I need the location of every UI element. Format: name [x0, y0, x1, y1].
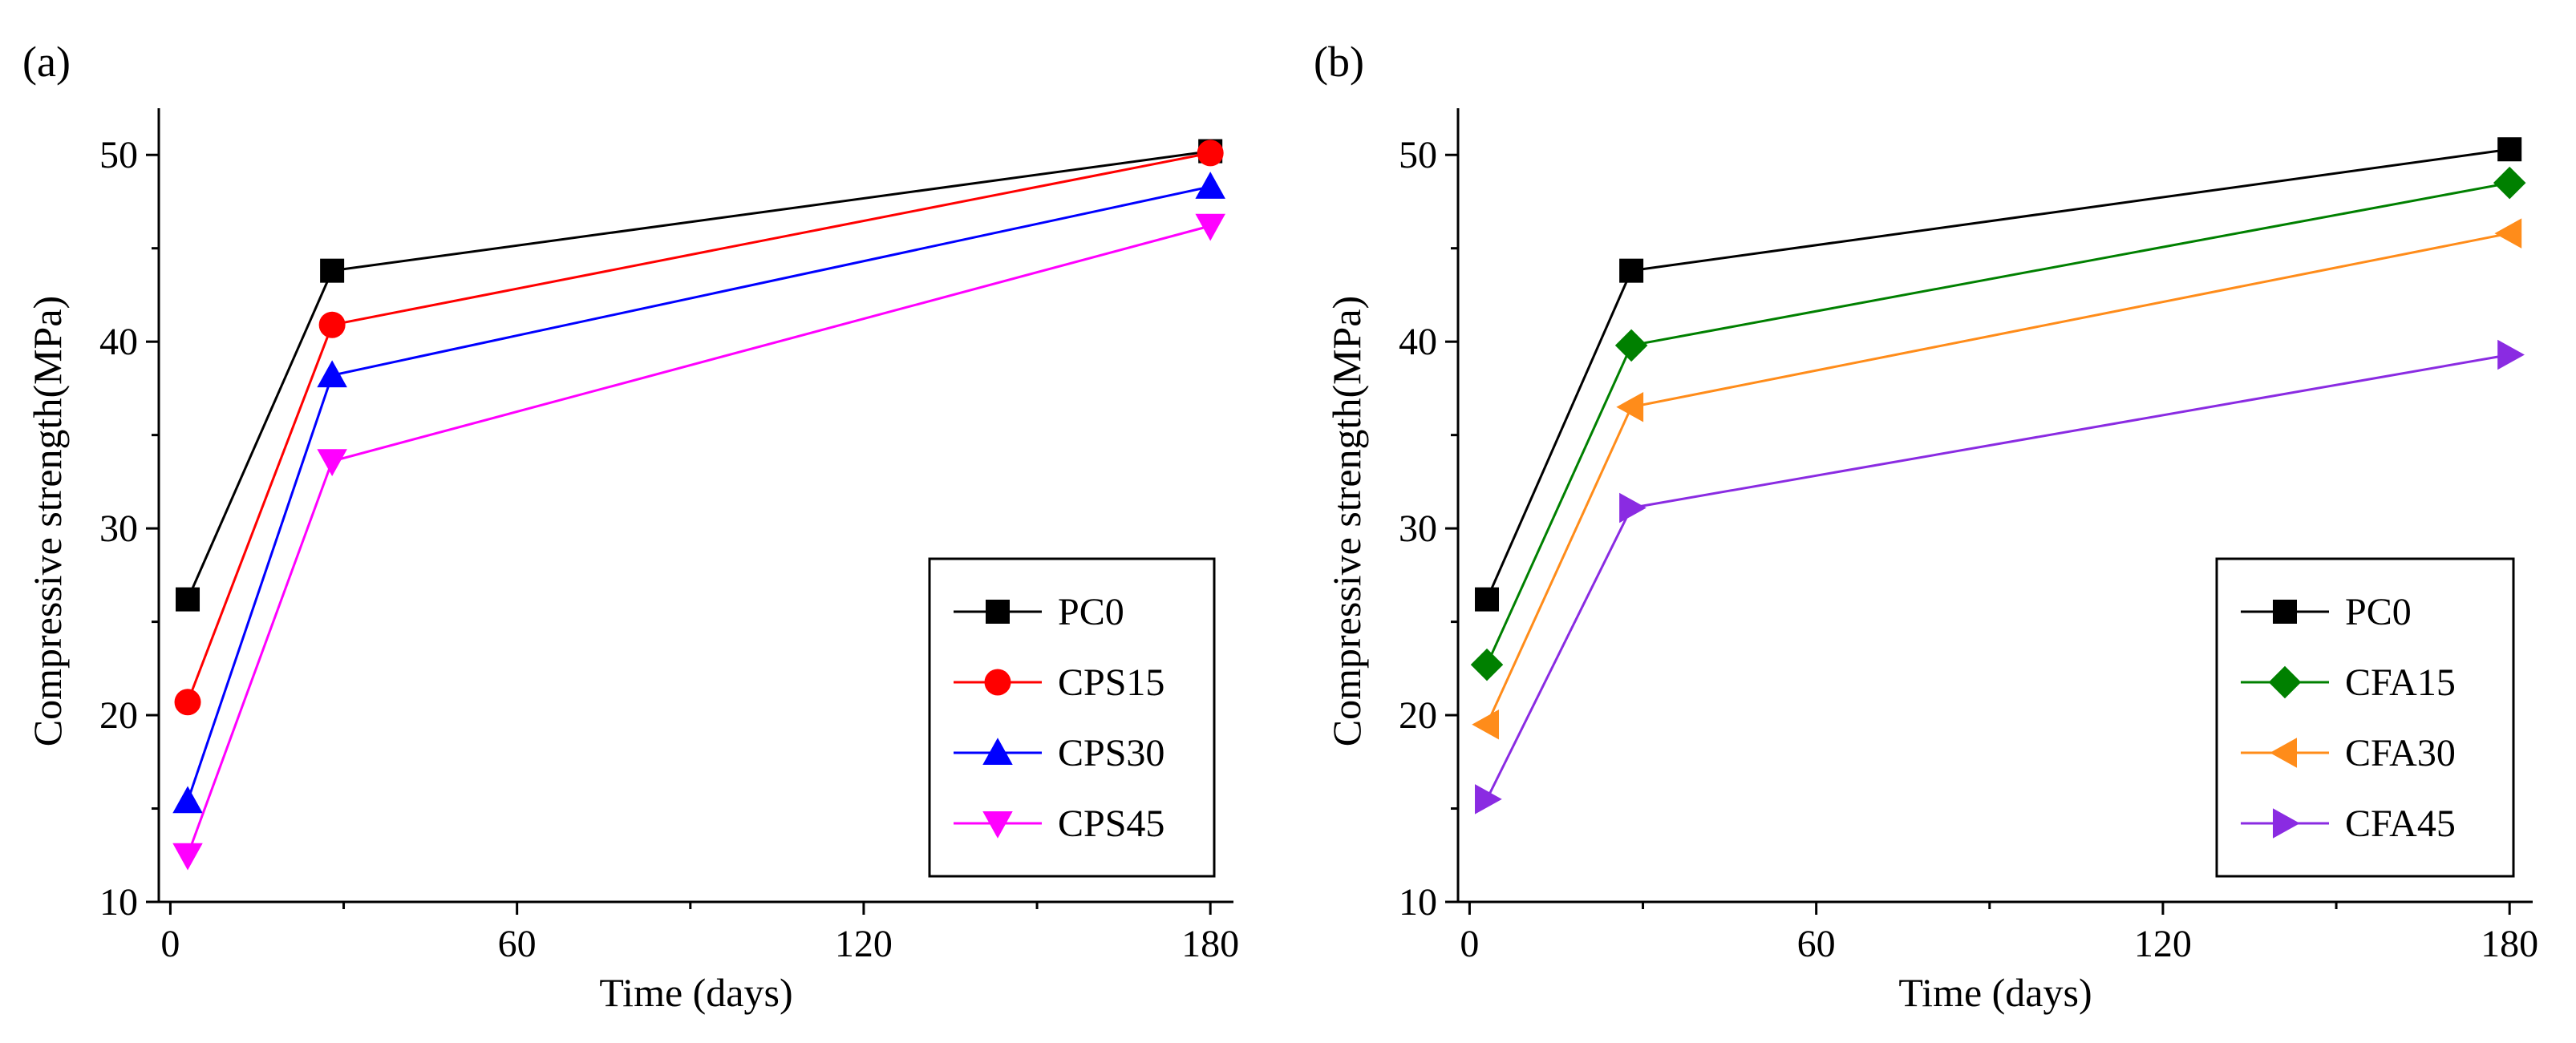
- data-point-PC0: [176, 587, 200, 612]
- legend-marker: [2270, 738, 2297, 768]
- data-point-CPS45: [172, 843, 203, 871]
- x-tick-label: 0: [1460, 923, 1479, 965]
- data-point-CPS30: [172, 786, 203, 814]
- legend-item-CPS45: CPS45: [954, 802, 1164, 845]
- y-tick-label: 40: [99, 321, 138, 363]
- legend-label: PC0: [2345, 591, 2412, 633]
- y-axis-title: Compressive strength(MPa): [1324, 296, 1369, 746]
- series-line-PC0: [1485, 148, 2510, 600]
- legend-marker: [2268, 665, 2302, 699]
- y-tick-label: 30: [1399, 507, 1437, 550]
- x-axis-title: Time (days): [1898, 970, 2092, 1015]
- x-tick-label: 60: [498, 923, 537, 965]
- data-point-CPS30: [1195, 172, 1225, 199]
- data-point-CFA15: [1614, 329, 1648, 362]
- x-tick-label: 0: [160, 923, 180, 965]
- x-axis-title: Time (days): [599, 970, 792, 1015]
- data-point-CPS15: [174, 689, 201, 716]
- y-tick-label: 40: [1399, 321, 1437, 363]
- data-point-CPS30: [317, 360, 347, 388]
- panel-label-1: (a): [22, 38, 71, 86]
- y-tick-label: 20: [99, 694, 138, 737]
- panel-label-2: (b): [1314, 38, 1364, 86]
- legend-marker: [986, 600, 1010, 624]
- legend-marker: [2273, 600, 2297, 624]
- legend-item-CPS15: CPS15: [954, 661, 1164, 704]
- data-point-CPS15: [1197, 139, 1224, 167]
- legend-label: CPS30: [1058, 732, 1164, 774]
- series-CFA30: [1472, 218, 2522, 740]
- data-point-PC0: [2497, 137, 2522, 162]
- series-PC0: [1475, 137, 2522, 612]
- legend-item-CFA45: CFA45: [2241, 802, 2456, 845]
- legend-label: CPS45: [1058, 802, 1164, 845]
- legend-item-PC0: PC0: [954, 591, 1124, 633]
- legend-label: CFA30: [2345, 732, 2456, 774]
- legend: PC0 CPS15 CPS30 CPS45: [928, 557, 1216, 878]
- legend-marker: [982, 738, 1013, 765]
- x-tick-label: 120: [2134, 923, 2192, 965]
- legend: PC0 CFA15 CFA30 CFA45: [2215, 557, 2515, 878]
- y-tick-label: 30: [99, 507, 138, 550]
- data-point-PC0: [320, 258, 345, 283]
- chart-panel-2: (b) 0 60 120 180 10 20 30 40 50 Time (days) Compres…: [1314, 38, 2538, 1015]
- legend-label: CPS15: [1058, 661, 1164, 704]
- data-point-CPS45: [317, 449, 347, 477]
- data-point-CFA30: [1472, 709, 1500, 740]
- chart-panel-1: (a) 0 60 120 180 10 20 30 40 50 Time (days) Compres…: [22, 38, 1239, 1015]
- legend-label: CFA45: [2345, 802, 2456, 845]
- data-point-CPS15: [318, 311, 346, 338]
- data-point-PC0: [1475, 587, 1500, 612]
- data-point-CFA45: [1475, 784, 1502, 815]
- y-tick-label: 10: [1399, 881, 1437, 924]
- y-tick-label: 50: [1399, 134, 1437, 176]
- data-point-PC0: [1619, 258, 1644, 283]
- legend-marker: [984, 669, 1011, 696]
- legend-marker: [2273, 808, 2300, 839]
- y-tick-label: 10: [99, 881, 138, 924]
- series-CPS45: [172, 213, 1225, 871]
- legend-item-CPS30: CPS30: [954, 732, 1164, 774]
- data-point-CFA15: [2493, 166, 2526, 200]
- legend-item-CFA30: CFA30: [2241, 732, 2456, 774]
- series-CPS15: [174, 139, 1224, 716]
- legend-marker: [982, 811, 1013, 839]
- legend-label: PC0: [1058, 591, 1124, 633]
- x-tick-label: 60: [1797, 923, 1836, 965]
- data-point-CFA15: [1470, 648, 1504, 681]
- legend-item-PC0: PC0: [2241, 591, 2412, 633]
- data-point-CFA45: [1619, 492, 1646, 524]
- series-CFA45: [1475, 339, 2525, 815]
- y-tick-label: 20: [1399, 694, 1437, 737]
- data-point-CFA30: [2494, 218, 2522, 249]
- series-CPS30: [172, 172, 1225, 814]
- data-point-CFA30: [1616, 391, 1644, 422]
- y-axis-title: Compressive strength(MPa): [25, 296, 70, 746]
- legend-item-CFA15: CFA15: [2241, 661, 2456, 704]
- x-tick-label: 120: [835, 923, 893, 965]
- x-tick-label: 180: [2481, 923, 2538, 965]
- data-point-CFA45: [2497, 339, 2525, 370]
- series-CFA15: [1470, 166, 2526, 681]
- data-point-CPS45: [1195, 213, 1225, 241]
- legend-label: CFA15: [2345, 661, 2456, 704]
- x-tick-label: 180: [1181, 923, 1239, 965]
- y-tick-label: 50: [99, 134, 138, 176]
